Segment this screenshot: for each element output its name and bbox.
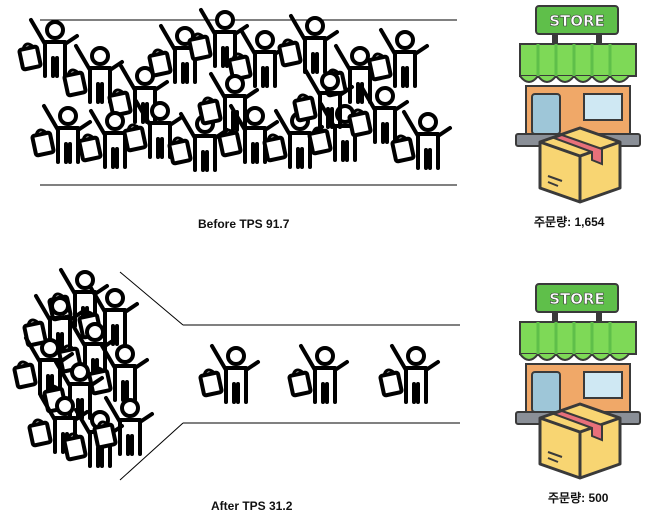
package-box-icon	[540, 404, 620, 478]
before-section: STORE	[19, 6, 640, 202]
package-box-icon	[540, 128, 620, 202]
funnel-upper-diagonal	[120, 272, 183, 325]
after-crowd-waiting	[14, 270, 152, 466]
person-with-shopping-bag-icon	[380, 346, 438, 402]
person-with-shopping-bag-icon	[200, 346, 258, 402]
after-store: STORE	[516, 284, 640, 424]
before-crowd	[19, 10, 450, 170]
before-store: STORE	[516, 6, 640, 146]
person-with-shopping-bag-icon	[289, 346, 347, 402]
person-with-shopping-bag-icon	[279, 16, 337, 72]
before-order-count: 주문량: 1,654	[534, 213, 604, 230]
after-queue-people	[200, 346, 438, 402]
person-with-shopping-bag-icon	[19, 20, 77, 76]
person-with-shopping-bag-icon	[89, 344, 147, 400]
after-tps-caption: After TPS 31.2	[211, 499, 292, 513]
person-with-shopping-bag-icon	[392, 112, 450, 168]
after-section: STORE	[14, 270, 640, 480]
after-store-sign: STORE	[549, 290, 605, 308]
after-order-count: 주문량: 500	[548, 489, 608, 506]
before-tps-caption: Before TPS 91.7	[198, 217, 289, 231]
person-with-shopping-bag-icon	[369, 30, 427, 86]
before-store-sign: STORE	[549, 12, 605, 30]
